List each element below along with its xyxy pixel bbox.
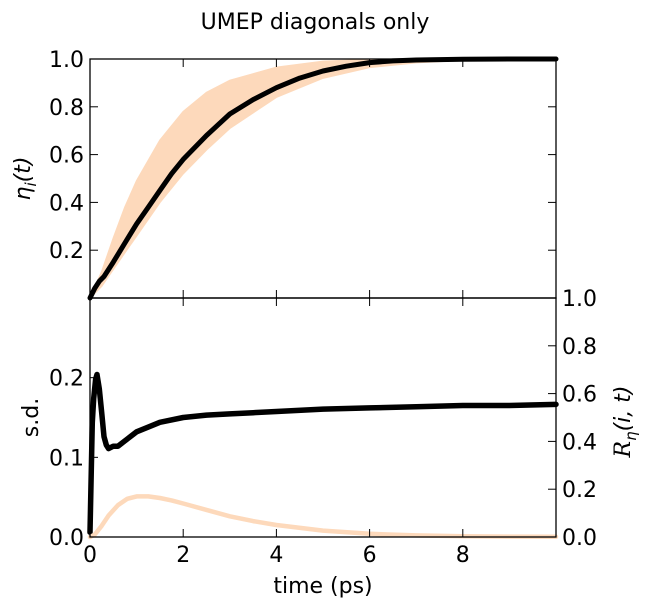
right-y-tick-label: 0.6 (562, 383, 597, 408)
top-y-tick-label: 0.6 (49, 144, 84, 169)
x-tick-label: 8 (456, 543, 470, 568)
bottom-panel: 0 2 4 6 8 0.0 0.1 0.2 0.0 0.2 0.4 0.6 0.8 1.0 s.d. Rη… (19, 287, 640, 599)
top-band-layer (89, 58, 557, 299)
x-axis-label: time (ps) (273, 574, 372, 599)
bottom-right-y-axis-label: Rη(i, t) (611, 386, 640, 459)
right-y-tick-label: 0.4 (562, 430, 597, 455)
figure-title: UMEP diagonals only (201, 10, 430, 35)
right-y-tick-label: 0.8 (562, 335, 597, 360)
bottom-axes-frame (89, 297, 557, 538)
top-panel: 0.2 0.4 0.6 0.8 1.0 ηi(t) (11, 48, 559, 301)
top-y-axis-label-sub: i (22, 182, 40, 187)
left-y-tick-label: 0.0 (49, 526, 84, 551)
top-mean-line (87, 56, 559, 301)
bottom-y-axis-label: s.d. (19, 398, 44, 437)
right-y-tick-label: 1.0 (562, 287, 597, 312)
top-y-axis-label: ηi(t) (11, 157, 40, 201)
top-y-axis-label-rest: (t) (11, 157, 36, 183)
bottom-lines-layer (87, 371, 559, 540)
left-y-tick-label: 0.1 (49, 446, 84, 471)
x-tick-label: 0 (83, 543, 97, 568)
bottom-right-y-axis-label-main: R (611, 441, 636, 459)
ratio-line (87, 371, 559, 535)
top-trajectory-band (89, 58, 557, 299)
top-y-tick-label: 1.0 (49, 48, 84, 73)
top-y-tick-label: 0.4 (49, 191, 84, 216)
x-tick-label: 2 (176, 543, 190, 568)
top-ticks-layer: 0.2 0.4 0.6 0.8 1.0 (49, 48, 556, 298)
left-y-tick-label: 0.2 (49, 367, 84, 392)
x-tick-label: 6 (363, 543, 377, 568)
top-y-tick-label: 0.8 (49, 96, 84, 121)
right-y-tick-label: 0.2 (562, 478, 597, 503)
bottom-right-y-axis-label-sub: η (622, 431, 640, 441)
bottom-right-y-axis-label-rest: (i, t) (611, 386, 636, 432)
top-y-tick-label: 0.2 (49, 239, 84, 264)
sd-line (87, 494, 559, 540)
x-tick-label: 4 (269, 543, 283, 568)
right-y-tick-label: 0.0 (562, 526, 597, 551)
top-y-axis-label-main: η (11, 187, 36, 201)
bottom-ticks-layer: 0 2 4 6 8 0.0 0.1 0.2 0.0 0.2 0.4 0.6 0.8 1.0 (49, 287, 597, 568)
top-lines-layer (87, 56, 559, 301)
